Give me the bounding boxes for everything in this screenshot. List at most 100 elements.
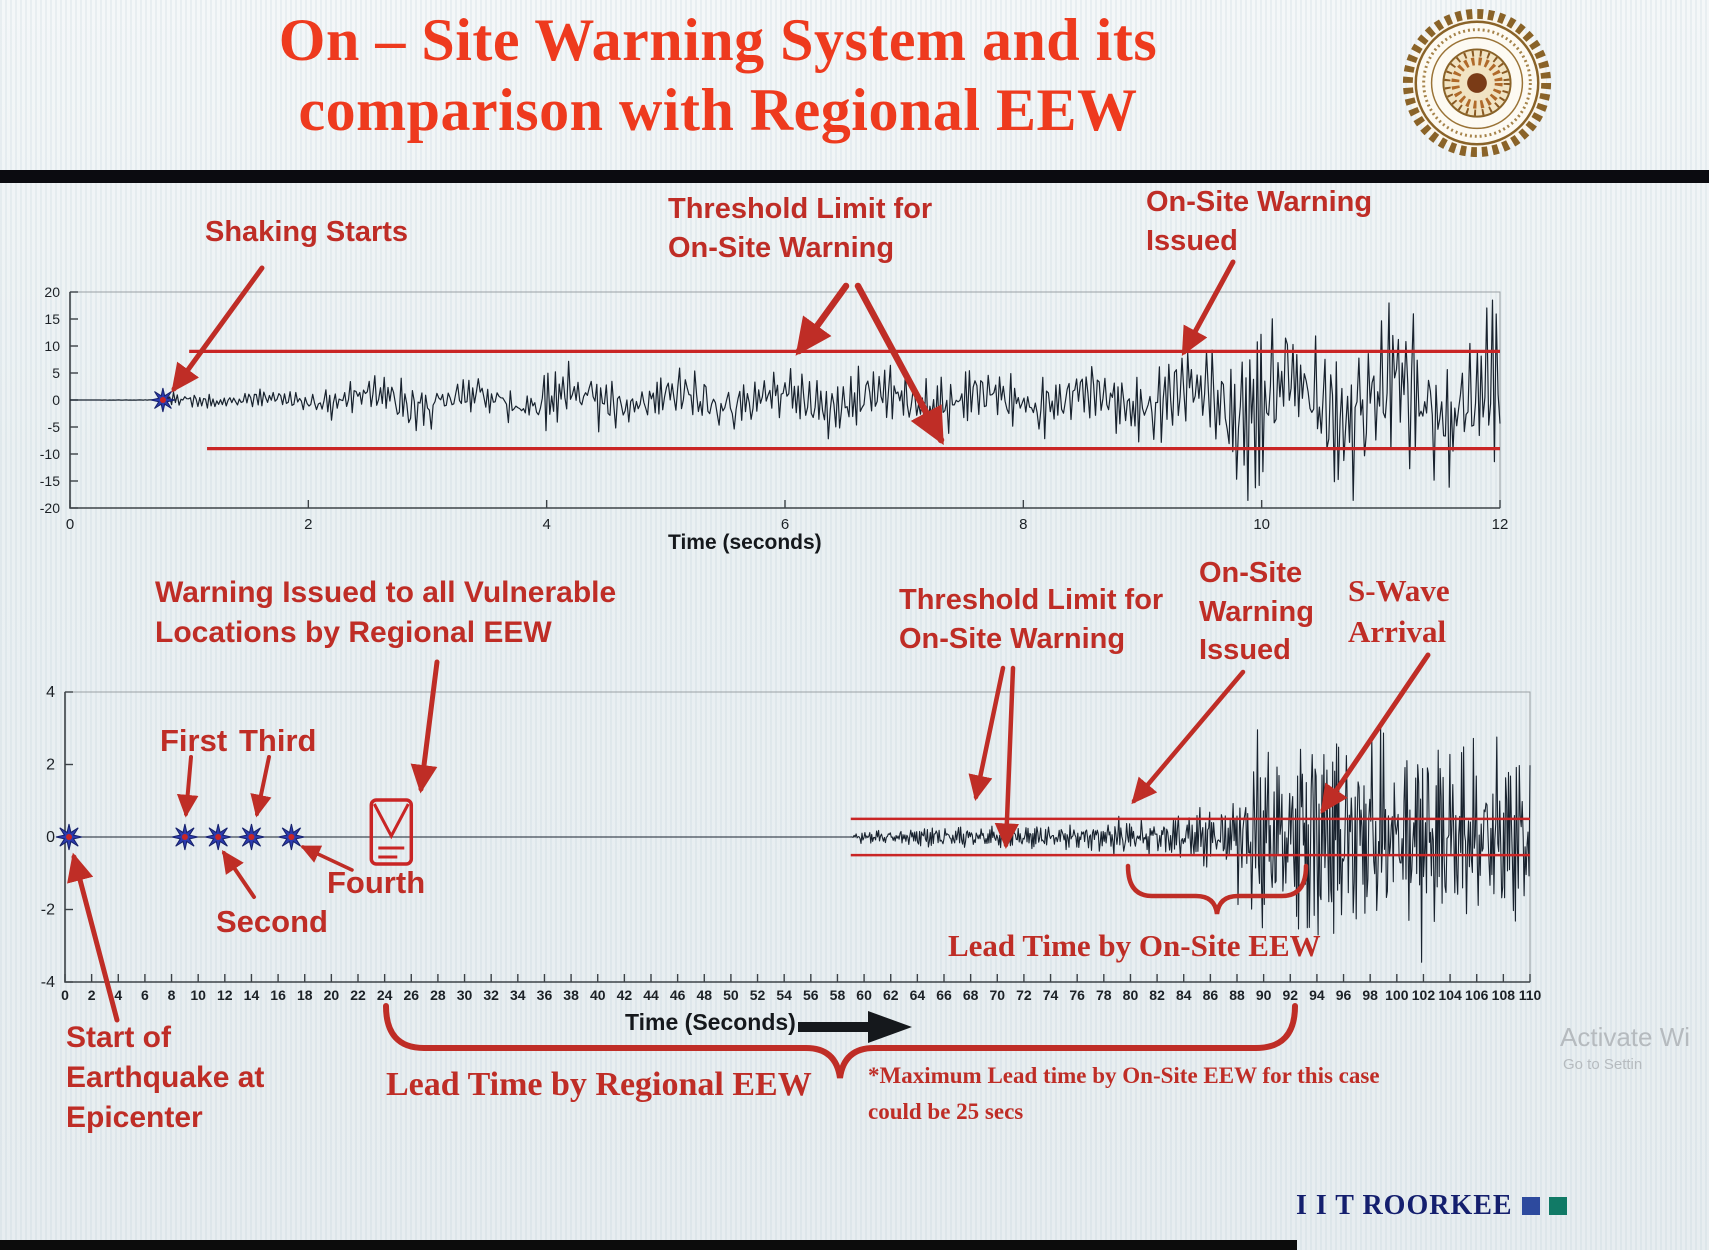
start-epicenter-label: Start of Earthquake at Epicenter [66,1021,265,1134]
chart2-x-tick-label: 52 [750,987,766,1003]
go-to-settings-watermark: Go to Settin [1563,1056,1643,1073]
p-wave-detection-star-icon-1 [171,823,199,851]
chart2-x-tick-label: 36 [537,987,553,1003]
chart2-x-tick-label: 76 [1069,987,1085,1003]
chart2-x-tick-label: 0 [61,987,69,1003]
chart2-x-tick-label: 18 [297,987,313,1003]
slide-title-line1: On – Site Warning System and its [278,7,1158,73]
chart1-x-tick-label: 0 [66,516,74,533]
chart2-x-tick-label: 74 [1043,987,1059,1003]
p-wave-detection-star-icon-3-center [248,834,255,840]
iit-roorkee-logo-icon [1402,8,1552,158]
chart2-y-tick-label: 4 [46,684,55,701]
chart1-y-tick-label: 20 [44,284,60,300]
photo-bottom-edge [0,1240,1297,1250]
arrow-threshold2-upper [968,665,1006,801]
chart1-x-tick-label: 4 [542,516,550,533]
shaking-starts-label: Shaking Starts [205,216,409,248]
chart2-x-tick-label: 32 [483,987,499,1003]
chart2-x-tick-label: 22 [350,987,366,1003]
chart2-y-tick-label: 0 [46,829,55,846]
p-wave-detection-star-icon-2 [205,823,232,851]
chart2-x-tick-label: 38 [563,987,579,1003]
slide-title: On – Site Warning System and its compari… [0,6,1436,145]
threshold-limit-label-1: Threshold Limit for On-Site Warning [668,193,933,264]
chart1-y-tick-label: -20 [40,500,60,516]
chart2-x-tick-label: 40 [590,987,606,1003]
regional-warning-message-icon [369,798,414,866]
chart2-x-tick-label: 72 [1016,987,1032,1003]
shaking-start-star-icon-center [159,397,166,403]
chart2-x-tick-label: 68 [963,987,979,1003]
p-wave-detection-star-icon-3 [238,823,265,851]
title-divider [0,170,1709,183]
chart2-x-tick-label: 30 [457,987,473,1003]
epicenter-star-icon [55,823,83,851]
chart2-x-tick-label: 104 [1438,987,1462,1003]
chart2-x-tick-label: 106 [1465,987,1489,1003]
chart2-x-tick-label: 84 [1176,987,1192,1003]
chart2-x-tick-label: 88 [1229,987,1245,1003]
chart2-x-tick-label: 10 [190,987,206,1003]
chart1-x-tick-label: 2 [304,516,312,533]
chart2-x-tick-label: 8 [168,987,176,1003]
chart2-y-tick-label: -4 [41,974,55,991]
arrow-onsite-issued-2 [1131,669,1246,805]
regional-warning-issued-label: Warning Issued to all Vulnerable Locatio… [155,576,617,649]
chart1-axes [69,292,1500,509]
chart1-y-tick-label: -10 [40,446,60,462]
chart2-x-tick-label: 100 [1385,987,1409,1003]
chart2-x-tick-label: 20 [324,987,340,1003]
chart1-y-tick-label: 5 [52,365,60,381]
bracket-lead-time-onsite [1125,863,1309,915]
chart2-x-tick-label: 56 [803,987,819,1003]
chart1-seismogram-trace [70,299,1501,501]
chart2-x-tick-label: 70 [989,987,1005,1003]
chart1-y-tick-label: 0 [52,392,60,408]
chart2-x-tick-label: 60 [856,987,872,1003]
chart2-x-tick-label: 64 [910,987,926,1003]
chart1-x-axis-label: Time (seconds) [668,531,822,554]
chart2-x-tick-label: 4 [114,987,122,1003]
chart2-x-tick-label: 58 [830,987,846,1003]
arrow-threshold2-lower [994,665,1019,850]
third-detection-label: Third [239,723,317,758]
p-wave-detection-star-icon-2-center [215,834,222,840]
chart2-x-tick-label: 86 [1203,987,1219,1003]
chart1-x-tick-label: 10 [1253,516,1270,533]
chart2-y-tick-label: -2 [41,902,55,919]
chart2-x-tick-label: 102 [1412,987,1436,1003]
chart1-y-tick-label: 15 [44,311,60,327]
second-detection-label: Second [216,904,328,939]
p-wave-detection-star-icon-4-center [288,834,295,840]
chart2-x-tick-label: 42 [617,987,633,1003]
chart2-x-tick-label: 48 [696,987,712,1003]
chart2-x-tick-label: 108 [1492,987,1516,1003]
fourth-detection-label: Fourth [327,865,426,900]
chart2-x-tick-label: 54 [776,987,792,1003]
chart2-x-tick-label: 66 [936,987,952,1003]
arrow-threshold1-upper [795,282,850,356]
chart1-y-tick-label: -5 [48,419,61,435]
chart1-x-tick-label: 8 [1019,516,1027,533]
arrow-shaking-starts [171,265,265,393]
iit-roorkee-text: I I T ROORKEE [1296,1190,1513,1221]
lead-time-onsite-label: Lead Time by On-Site EEW [948,928,1321,963]
arrow-regional-warning-message [410,659,440,794]
chart2-x-tick-label: 24 [377,987,393,1003]
chart2-x-tick-label: 110 [1519,987,1542,1003]
chart2-x-tick-label: 14 [244,987,260,1003]
chart2-x-tick-label: 98 [1362,987,1378,1003]
first-detection-label: First [160,723,228,758]
chart2-x-tick-label: 62 [883,987,899,1003]
brand-square-teal-icon [1548,1197,1567,1215]
chart2-x-tick-label: 16 [270,987,286,1003]
p-wave-detection-star-icon-4 [278,823,305,851]
chart2-x-tick-label: 2 [88,987,96,1003]
arrow-onsite-issued-1 [1181,259,1236,356]
activate-windows-watermark: Activate Wi [1560,1022,1691,1052]
arrow-second-detection [221,850,256,899]
arrow-start-epicenter [67,852,120,1023]
iit-roorkee-wordmark: I I T ROORKEE [1296,1190,1567,1222]
